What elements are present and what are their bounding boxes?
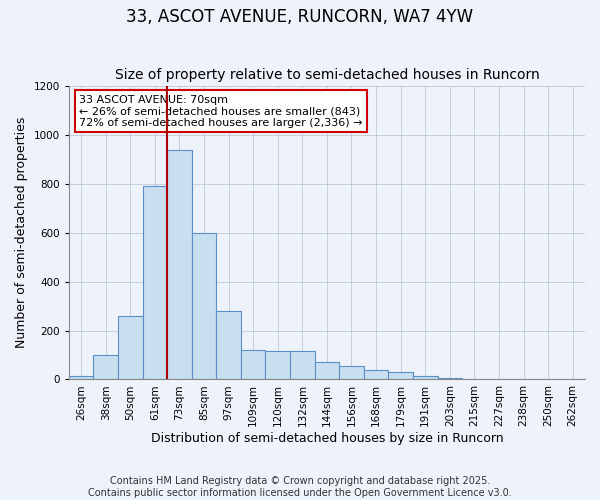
Text: 33 ASCOT AVENUE: 70sqm
← 26% of semi-detached houses are smaller (843)
72% of se: 33 ASCOT AVENUE: 70sqm ← 26% of semi-det… <box>79 94 362 128</box>
Bar <box>265 352 290 380</box>
Bar <box>314 362 339 380</box>
Bar <box>118 316 143 380</box>
Bar <box>143 186 167 380</box>
Bar <box>413 376 437 380</box>
Bar <box>94 355 118 380</box>
Y-axis label: Number of semi-detached properties: Number of semi-detached properties <box>15 117 28 348</box>
Title: Size of property relative to semi-detached houses in Runcorn: Size of property relative to semi-detach… <box>115 68 539 82</box>
Bar <box>339 366 364 380</box>
Bar <box>192 232 217 380</box>
Bar <box>437 378 462 380</box>
X-axis label: Distribution of semi-detached houses by size in Runcorn: Distribution of semi-detached houses by … <box>151 432 503 445</box>
Bar <box>69 376 94 380</box>
Bar <box>462 378 487 380</box>
Text: Contains HM Land Registry data © Crown copyright and database right 2025.
Contai: Contains HM Land Registry data © Crown c… <box>88 476 512 498</box>
Bar <box>217 311 241 380</box>
Bar <box>560 378 585 380</box>
Text: 33, ASCOT AVENUE, RUNCORN, WA7 4YW: 33, ASCOT AVENUE, RUNCORN, WA7 4YW <box>127 8 473 26</box>
Bar <box>364 370 388 380</box>
Bar <box>388 372 413 380</box>
Bar <box>241 350 265 380</box>
Bar <box>167 150 192 380</box>
Bar <box>290 352 314 380</box>
